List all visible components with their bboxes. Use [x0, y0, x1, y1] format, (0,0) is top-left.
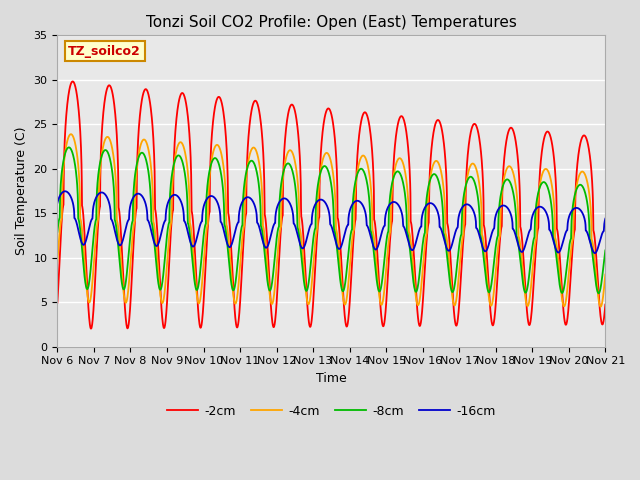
-4cm	[491, 281, 499, 287]
-16cm	[553, 249, 561, 254]
Line: -8cm: -8cm	[58, 147, 605, 293]
-4cm	[602, 272, 609, 277]
-8cm	[348, 228, 355, 234]
-8cm	[553, 261, 561, 266]
-8cm	[54, 229, 61, 235]
-8cm	[65, 144, 73, 150]
Y-axis label: Soil Temperature (C): Soil Temperature (C)	[15, 127, 28, 255]
Title: Tonzi Soil CO2 Profile: Open (East) Temperatures: Tonzi Soil CO2 Profile: Open (East) Temp…	[146, 15, 516, 30]
-4cm	[207, 166, 214, 171]
Line: -2cm: -2cm	[58, 82, 605, 329]
-4cm	[348, 246, 355, 252]
-4cm	[568, 238, 576, 244]
-16cm	[360, 204, 367, 209]
-2cm	[348, 269, 355, 275]
-2cm	[54, 300, 61, 305]
X-axis label: Time: Time	[316, 372, 347, 385]
Text: TZ_soilco2: TZ_soilco2	[68, 45, 141, 58]
-16cm	[491, 218, 499, 224]
-2cm	[569, 245, 577, 251]
-4cm	[54, 259, 61, 264]
-8cm	[568, 208, 576, 214]
-8cm	[595, 290, 602, 296]
Line: -16cm: -16cm	[58, 191, 605, 253]
-2cm	[602, 302, 609, 308]
-16cm	[207, 193, 214, 199]
-2cm	[68, 79, 76, 84]
-16cm	[568, 207, 576, 213]
-4cm	[553, 246, 561, 252]
-16cm	[591, 250, 599, 256]
-16cm	[54, 200, 61, 206]
-2cm	[87, 326, 95, 332]
-16cm	[61, 188, 69, 194]
Line: -4cm: -4cm	[58, 134, 605, 307]
-16cm	[348, 204, 355, 209]
-2cm	[207, 153, 214, 158]
-2cm	[554, 228, 561, 233]
-16cm	[602, 216, 609, 222]
-8cm	[602, 248, 609, 253]
Legend: -2cm, -4cm, -8cm, -16cm: -2cm, -4cm, -8cm, -16cm	[162, 400, 501, 423]
-2cm	[491, 311, 499, 317]
-4cm	[360, 153, 367, 158]
-4cm	[67, 132, 75, 137]
-8cm	[491, 253, 499, 259]
-4cm	[597, 304, 605, 310]
-8cm	[207, 164, 214, 169]
-2cm	[360, 111, 367, 117]
-8cm	[360, 168, 367, 173]
